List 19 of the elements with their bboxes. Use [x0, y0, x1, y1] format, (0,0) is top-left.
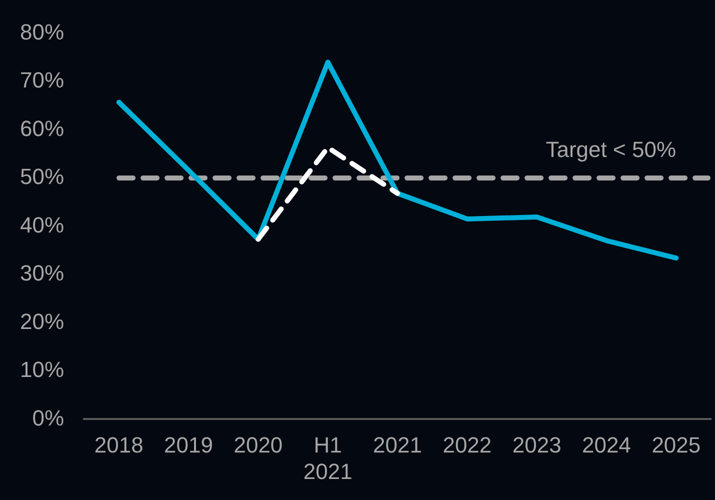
x-tick-label: 2024	[582, 432, 631, 458]
x-tick-label: 2020	[234, 432, 283, 458]
x-tick-label: 2018	[94, 432, 144, 458]
y-tick-label: 50%	[20, 164, 64, 190]
y-tick-label: 40%	[20, 212, 64, 238]
y-tick-label: 70%	[20, 68, 64, 93]
y-tick-label: 10%	[20, 357, 64, 382]
ref-line-label: Target < 50%	[546, 137, 676, 162]
y-tick-label: 0%	[32, 405, 64, 430]
y-tick-label: 60%	[20, 116, 64, 141]
x-tick-label: H1 2021	[303, 432, 352, 484]
x-tick-label: 2022	[442, 432, 492, 458]
x-tick-label: 2025	[652, 432, 701, 458]
x-tick-label: 2021	[373, 432, 422, 458]
y-tick-label: 20%	[20, 308, 64, 334]
x-tick-label: 2019	[164, 432, 214, 458]
y-tick-label: 30%	[20, 260, 64, 286]
x-tick-label: 2023	[512, 432, 562, 458]
y-tick-label: 80%	[20, 19, 64, 44]
